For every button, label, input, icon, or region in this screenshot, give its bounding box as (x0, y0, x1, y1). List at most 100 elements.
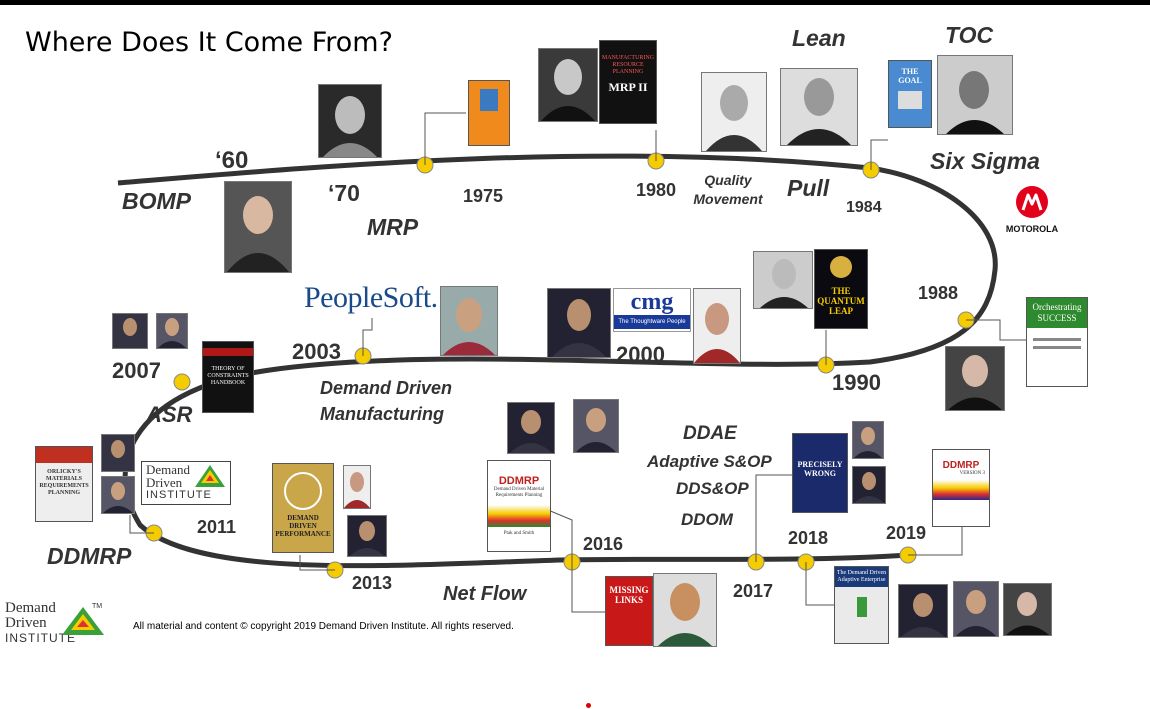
label-net-flow: Net Flow (443, 583, 527, 605)
year-1984: 1984 (846, 199, 882, 216)
portrait-photo (898, 584, 948, 638)
cmg-logo-text: cmg (630, 289, 674, 315)
portrait-photo (573, 399, 619, 453)
year-2003: 2003 (292, 339, 341, 364)
node-2007 (173, 373, 191, 391)
label-70: ‘70 (328, 180, 360, 206)
ddi-logo-2011: Demand Driven INSTITUTE (141, 461, 231, 505)
label-ddom: DDOM (681, 510, 733, 529)
connector-2016-up (547, 509, 573, 562)
book-cover-mrp (468, 80, 510, 146)
book-cover-adaptive-enterprise: The Demand Driven Adaptive Enterprise (834, 566, 889, 644)
portrait-photo (693, 288, 741, 364)
slide-title: Where Does It Come From? (25, 27, 393, 58)
ddi-footer-line3: INSTITUTE (5, 631, 76, 645)
timeline-track (117, 112, 1026, 613)
ddi-footer-triangle-icon (62, 607, 104, 635)
book-ddp-title: DEMAND DRIVEN PERFORMANCE (275, 514, 331, 538)
book-cover-ddmrp-v3: DDMRP VERSION 3 (932, 449, 990, 527)
connector-1988 (966, 319, 1026, 341)
label-ddmrp: DDMRP (47, 543, 132, 569)
label-ddae: DDAE (683, 423, 737, 444)
book-cover-ddmrp: DDMRP Demand Driven Material Requirement… (487, 460, 551, 552)
book-leap-title: THE QUANTUM LEAP (817, 286, 865, 316)
motorola-icon (1016, 186, 1048, 218)
connector-2017 (755, 474, 792, 562)
portrait-photo (318, 84, 382, 158)
portrait-photo (653, 573, 717, 647)
copyright-notice: All material and content © copyright 201… (133, 621, 514, 632)
portrait-photo (1003, 583, 1052, 636)
connector-2003 (362, 318, 373, 356)
portrait-photo (937, 55, 1013, 135)
portrait-photo (440, 286, 498, 356)
peoplesoft-logo: PeopleSoft. (304, 281, 438, 314)
portrait-photo (507, 402, 555, 454)
year-1988: 1988 (918, 283, 959, 303)
book-cover-missing-links: MISSING LINKS (605, 576, 653, 646)
portrait-photo (112, 313, 148, 349)
year-2019: 2019 (886, 523, 927, 543)
year-2000: 2000 (616, 342, 665, 367)
book-precisely-title: PRECISELY WRONG (797, 460, 843, 478)
portrait-photo (953, 581, 999, 637)
portrait-photo (101, 434, 135, 472)
book-ddmrp3-title: DDMRP (942, 460, 980, 471)
connector-1975 (424, 112, 466, 165)
cmg-logo: cmg The Thoughtware People (613, 288, 691, 332)
book-mrp2-heading: MANUFACTURING RESOURCE PLANNING (601, 55, 655, 75)
portrait-photo (701, 72, 767, 152)
ddi-footer-line1: Demand (5, 600, 56, 616)
label-mrp: MRP (367, 214, 419, 240)
laser-pointer-dot (586, 703, 591, 708)
connector-2011 (129, 515, 154, 534)
book-adaptive-title: The Demand Driven Adaptive Enterprise (835, 567, 888, 587)
label-asr: ASR (146, 402, 193, 427)
ddi-footer-tm: TM (92, 603, 103, 610)
year-1980: 1980 (636, 180, 677, 200)
year-2018: 2018 (788, 528, 829, 548)
book-goal-title: THE GOAL (898, 67, 922, 85)
top-border (0, 0, 1150, 5)
book-cover-orlicky: ORLICKY'S MATERIALS REQUIREMENTS PLANNIN… (35, 446, 93, 522)
portrait-photo (156, 313, 188, 349)
timeline-curve (117, 153, 998, 569)
label-toc: TOC (945, 22, 994, 48)
book-cover-orchestrating: Orchestrating SUCCESS (1026, 297, 1088, 387)
portrait-photo (780, 68, 858, 146)
portrait-photo (945, 346, 1005, 411)
ddi-logo-line2: Driven (146, 475, 183, 490)
label-pull: Pull (787, 175, 830, 201)
book-ddmrp-title: DDMRP (498, 475, 540, 487)
label-demand-driven-manufacturing: Demand Driven Manufacturing (320, 378, 453, 424)
label-adaptive-sop: Adaptive S&OP (647, 452, 772, 471)
portrait-photo (347, 515, 387, 557)
ddi-logo-line3: INSTITUTE (146, 489, 212, 501)
book-cover-the-goal: THE GOAL (888, 60, 932, 128)
book-cover-toc-handbook: THEORY OF CONSTRAINTS HANDBOOK (202, 341, 254, 413)
timeline-slide: Where Does It Come From? ‘60 BOMP ‘70 (0, 0, 1150, 648)
book-mrp2-title: MRP II (608, 80, 648, 94)
book-missing-title: MISSING LINKS (609, 585, 649, 605)
book-ddmrp-subtitle: Demand Driven Material Requirements Plan… (493, 487, 545, 498)
motorola-logo: MOTOROLA (996, 186, 1068, 236)
label-six-sigma: Six Sigma (930, 148, 1040, 174)
label-bomp: BOMP (122, 188, 191, 214)
portrait-photo (852, 466, 886, 504)
book-cover-precisely-wrong: PRECISELY WRONG (792, 433, 848, 513)
ddi-footer-line2: Driven (5, 615, 47, 631)
ddi-logo-footer: Demand Driven INSTITUTE TM (3, 598, 107, 648)
portrait-photo (538, 48, 598, 122)
ddi-logo-line1: Demand (146, 462, 191, 477)
connector-2016-down (571, 562, 605, 613)
motorola-wordmark: MOTOROLA (1005, 224, 1059, 234)
label-60: ‘60 (215, 147, 249, 174)
portrait-photo (852, 421, 884, 459)
book-toc-title: THEORY OF CONSTRAINTS HANDBOOK (207, 366, 249, 386)
book-cover-quantum-leap: THE QUANTUM LEAP (814, 249, 868, 329)
label-lean: Lean (792, 25, 846, 51)
book-cover-dd-performance: DEMAND DRIVEN PERFORMANCE (272, 463, 334, 553)
book-orlicky-title: ORLICKY'S MATERIALS REQUIREMENTS PLANNIN… (39, 469, 89, 496)
cmg-logo-subtitle: The Thoughtware People (614, 315, 690, 329)
connector-1984 (870, 139, 888, 170)
